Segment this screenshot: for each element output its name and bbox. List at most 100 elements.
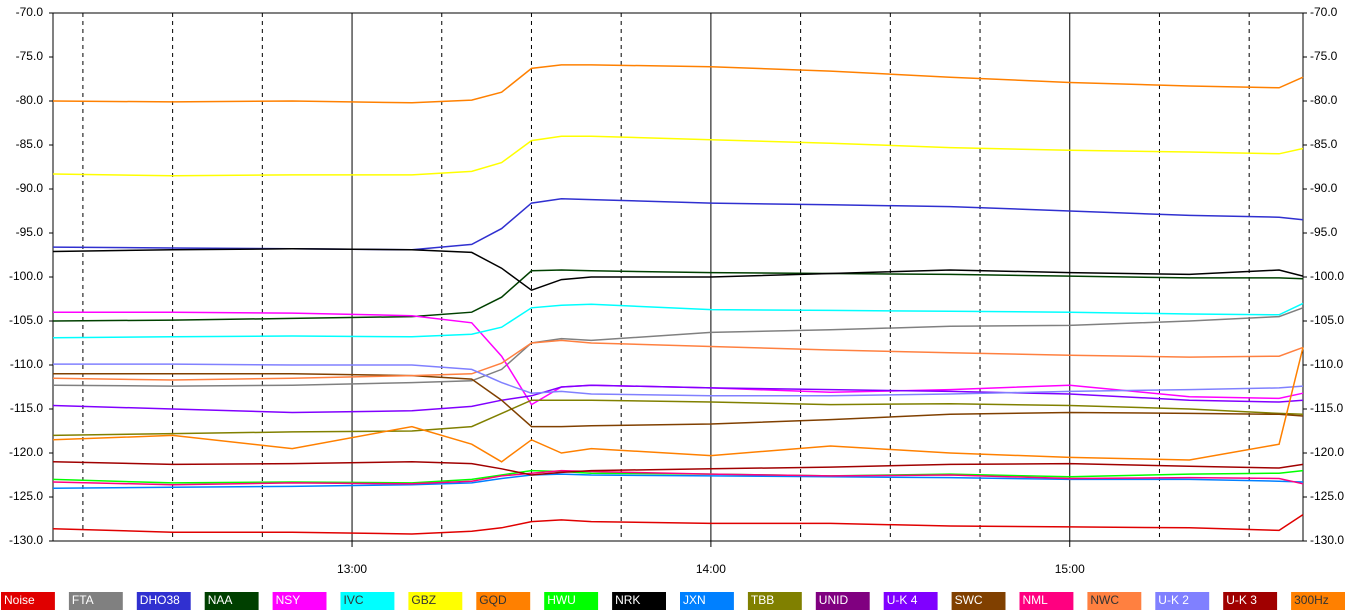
legend-swatch <box>883 592 938 610</box>
legend-item: IVC <box>340 592 395 610</box>
legend-item: FTA <box>68 592 123 610</box>
y2-tick-label: -110.0 <box>1310 357 1343 371</box>
legend-label: GQD <box>479 593 507 607</box>
series-line <box>53 373 1304 428</box>
y-tick-label: -105.0 <box>9 313 43 327</box>
legend-swatch <box>680 592 734 610</box>
series-line <box>52 384 1304 414</box>
series-line <box>52 307 1304 387</box>
legend-item: GBZ <box>408 592 463 610</box>
legend-item: TBB <box>747 592 802 610</box>
legend-swatch <box>272 592 327 610</box>
y-tick-label: -80.0 <box>16 93 44 107</box>
legend-swatch <box>476 592 531 610</box>
legend-item: NAA <box>204 592 259 610</box>
y2-tick-label: -125.0 <box>1310 489 1344 503</box>
legend-item: Noise <box>1 592 55 610</box>
series-line <box>52 269 1304 322</box>
legend-label: Noise <box>4 593 35 607</box>
legend-swatch <box>951 592 1006 610</box>
y-tick-label: -95.0 <box>16 225 44 239</box>
y-tick-label: -100.0 <box>9 269 43 283</box>
legend-swatch <box>408 592 463 610</box>
legend-swatch <box>747 592 802 610</box>
y2-tick-label: -85.0 <box>1310 137 1338 151</box>
legend-label: SWC <box>955 593 983 607</box>
legend-swatch <box>1223 592 1278 610</box>
series-line <box>52 302 1304 339</box>
series-line <box>52 135 1304 177</box>
legend-label: NAA <box>208 593 233 607</box>
legend-label: JXN <box>683 593 706 607</box>
legend-item: U-K 3 <box>1223 592 1278 610</box>
legend-item: GQD <box>476 592 531 610</box>
legend-item: UNID <box>815 592 870 610</box>
x-tick-label: 13:00 <box>337 562 367 576</box>
y-tick-label: -90.0 <box>16 181 44 195</box>
y-tick-label: -130.0 <box>9 533 43 547</box>
legend-label: NML <box>1023 593 1049 607</box>
legend-swatch <box>1155 592 1210 610</box>
legend-swatch <box>1 592 55 610</box>
legend-label: TBB <box>751 593 774 607</box>
x-tick-label: 14:00 <box>696 562 726 576</box>
y2-tick-label: -105.0 <box>1310 313 1344 327</box>
legend-swatch <box>1019 592 1074 610</box>
legend-item: 300Hz <box>1291 592 1345 610</box>
series-line <box>52 473 1304 489</box>
y2-tick-label: -130.0 <box>1310 533 1344 547</box>
legend-item: NRK <box>612 592 666 610</box>
series-line <box>52 347 1304 463</box>
legend-swatch <box>1087 592 1142 610</box>
legend-swatch <box>204 592 259 610</box>
legend-swatch <box>136 592 191 610</box>
legend-swatch <box>544 592 599 610</box>
legend-item: NML <box>1019 592 1074 610</box>
legend-item: JXN <box>680 592 734 610</box>
y2-tick-label: -120.0 <box>1310 445 1344 459</box>
legend-label: UNID <box>819 593 849 607</box>
legend-label: IVC <box>344 593 364 607</box>
y-tick-label: -115.0 <box>10 401 43 415</box>
legend-label: NRK <box>615 593 640 607</box>
legend-label: GBZ <box>411 593 436 607</box>
legend-label: U-K 4 <box>887 593 918 607</box>
legend-item: NWC <box>1087 592 1142 610</box>
legend-label: DHO38 <box>140 593 180 607</box>
series-line <box>52 513 1304 535</box>
x-tick-label: 15:00 <box>1055 562 1085 576</box>
series-line <box>52 248 1304 292</box>
y-tick-label: -75.0 <box>16 49 44 63</box>
y2-tick-label: -115.0 <box>1310 401 1343 415</box>
legend-label: U-K 3 <box>1226 593 1257 607</box>
series-line <box>52 339 1304 381</box>
legend-item: NSY <box>272 592 327 610</box>
y2-tick-label: -70.0 <box>1310 5 1338 19</box>
y2-tick-label: -95.0 <box>1310 225 1338 239</box>
series-line <box>52 64 1304 104</box>
y-tick-label: -70.0 <box>16 5 44 19</box>
y2-tick-label: -100.0 <box>1310 269 1344 283</box>
legend-label: NWC <box>1090 593 1119 607</box>
legend-item: HWU <box>544 592 599 610</box>
series-line <box>52 461 1304 476</box>
legend-item: DHO38 <box>136 592 191 610</box>
legend-label: 300Hz <box>1294 593 1329 607</box>
legend-swatch <box>68 592 123 610</box>
legend-swatch <box>815 592 870 610</box>
legend-swatch <box>1291 592 1345 610</box>
series-line <box>53 363 1304 397</box>
legend-item: U-K 4 <box>883 592 938 610</box>
series-line <box>52 399 1304 437</box>
series-line <box>52 469 1304 484</box>
legend-label: NSY <box>276 593 301 607</box>
legend-swatch <box>612 592 666 610</box>
y-tick-label: -110.0 <box>10 357 43 371</box>
y2-tick-label: -80.0 <box>1310 93 1338 107</box>
y2-tick-label: -90.0 <box>1310 181 1338 195</box>
legend-item: U-K 2 <box>1155 592 1210 610</box>
legend-item: SWC <box>951 592 1006 610</box>
legend-swatch <box>340 592 395 610</box>
legend-label: HWU <box>547 593 576 607</box>
